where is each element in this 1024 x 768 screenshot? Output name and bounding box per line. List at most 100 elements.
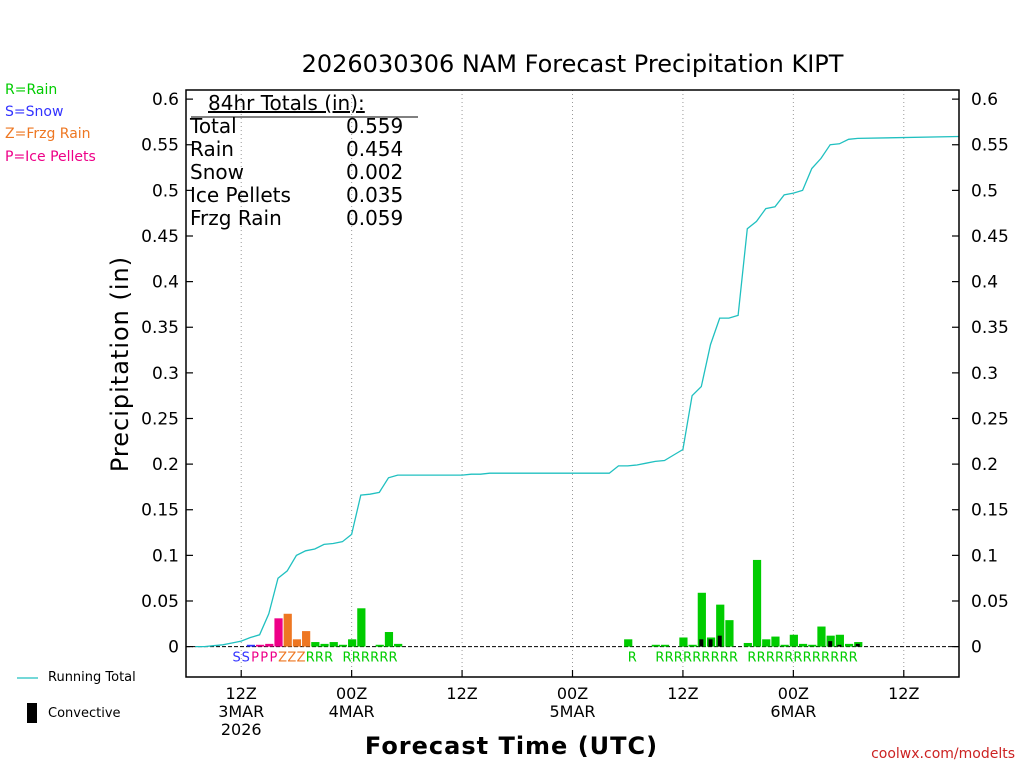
- ptype-letter: R: [821, 651, 830, 666]
- ptype-letter: S: [242, 651, 250, 666]
- x-tick-label: 00Z: [336, 684, 367, 703]
- ptype-letter: R: [352, 651, 361, 666]
- ptype-letter: R: [766, 651, 775, 666]
- precip-bar: [808, 644, 817, 647]
- y-tick-label-left: 0.05: [141, 592, 179, 612]
- totals-row-snow: Snow 0.002: [190, 161, 403, 184]
- y-tick-label-left: 0.3: [152, 364, 179, 384]
- y-axis-label: Precipitation (in): [106, 255, 134, 473]
- totals-header: 84hr Totals (in):: [208, 91, 365, 115]
- x-tick-label: 2026: [221, 720, 262, 739]
- y-tick-label-left: 0.55: [141, 136, 179, 156]
- ptype-letter: R: [379, 651, 388, 666]
- ptype-letter: R: [830, 651, 839, 666]
- ptype-letter: R: [389, 651, 398, 666]
- ptype-letter: P: [260, 651, 268, 666]
- y-tick-label-right: 0.55: [971, 136, 1009, 156]
- precip-bar: [375, 644, 384, 647]
- totals-value: 0.454: [346, 137, 404, 161]
- ptype-letter: R: [683, 651, 692, 666]
- y-tick-label-left: 0.35: [141, 318, 179, 338]
- precip-bar: [762, 639, 771, 647]
- y-tick-label-left: 0.5: [152, 181, 179, 201]
- ptype-letter: S: [232, 651, 240, 666]
- ptype-letter: R: [655, 651, 664, 666]
- convective-bar: [828, 641, 833, 647]
- totals-row-ice-pellets: Ice Pellets 0.035: [190, 184, 403, 207]
- precip-bar: [771, 636, 780, 647]
- ptype-letter: R: [839, 651, 848, 666]
- x-tick-label: 4MAR: [329, 702, 375, 721]
- y-tick-label-left: 0: [168, 638, 179, 658]
- ptype-letter: R: [711, 651, 720, 666]
- ptype-letter: R: [747, 651, 756, 666]
- y-tick-label-right: 0.25: [971, 409, 1009, 429]
- ptype-letter: R: [720, 651, 729, 666]
- precip-bar: [679, 637, 688, 647]
- totals-row-total: Total 0.559: [190, 115, 403, 138]
- precip-bar: [624, 639, 633, 647]
- totals-row-rain: Rain 0.454: [190, 138, 403, 161]
- y-tick-label-right: 0.35: [971, 318, 1009, 338]
- legend-frzg-rain: Z=Frzg Rain: [5, 126, 91, 142]
- y-tick-label-left: 0.1: [152, 546, 179, 566]
- running-total-line: [195, 135, 960, 648]
- precip-bar: [311, 642, 320, 647]
- y-tick-label-right: 0.45: [971, 227, 1009, 247]
- y-tick-label-right: 0.2: [971, 455, 998, 475]
- precip-bar: [357, 608, 366, 647]
- totals-value: 0.559: [346, 114, 404, 138]
- y-tick-label-left: 0.2: [152, 455, 179, 475]
- x-tick-label: 12Z: [888, 684, 919, 703]
- ptype-letter: P: [251, 651, 259, 666]
- precip-bar: [274, 618, 283, 647]
- x-tick-label: 12Z: [667, 684, 698, 703]
- totals-value: 0.035: [346, 183, 404, 207]
- precip-bar: [338, 644, 348, 647]
- x-tick-label: 3MAR: [218, 702, 264, 721]
- precip-bar: [743, 642, 752, 647]
- ptype-letter: R: [324, 651, 333, 666]
- x-tick-label: 5MAR: [549, 702, 595, 721]
- ptype-letter: R: [692, 651, 701, 666]
- precip-bar: [780, 644, 789, 647]
- ptype-letter: R: [784, 651, 793, 666]
- precip-bar: [348, 639, 357, 647]
- ptype-letter: R: [343, 651, 352, 666]
- precip-bar: [725, 620, 734, 647]
- totals-label: Total: [190, 114, 237, 138]
- legend-convective-label: Convective: [48, 706, 121, 721]
- precip-bar: [789, 634, 798, 647]
- precip-bar: [283, 613, 292, 647]
- precip-bar: [835, 634, 844, 647]
- y-tick-label-left: 0.25: [141, 409, 179, 429]
- ptype-letter: Z: [278, 651, 287, 666]
- ptype-letter: R: [775, 651, 784, 666]
- totals-value: 0.059: [346, 206, 404, 230]
- precip-bar: [320, 643, 329, 647]
- convective-bar: [717, 635, 722, 647]
- precip-bar: [256, 644, 265, 647]
- totals-row-frzg-rain: Frzg Rain 0.059: [190, 207, 403, 230]
- ptype-letter: R: [793, 651, 802, 666]
- convective-bar: [708, 639, 713, 647]
- totals-label: Snow: [190, 160, 244, 184]
- convective-bar: [855, 643, 860, 647]
- y-tick-label-left: 0.15: [141, 501, 179, 521]
- x-axis-label: Forecast Time (UTC): [364, 732, 659, 760]
- y-tick-label-right: 0.1: [971, 546, 998, 566]
- y-tick-label-right: 0.3: [971, 364, 998, 384]
- legend-running-total-label: Running Total: [48, 670, 136, 685]
- y-tick-label-left: 0.45: [141, 227, 179, 247]
- precip-bar: [660, 644, 670, 647]
- x-tick-label: 00Z: [778, 684, 809, 703]
- ptype-letter: R: [803, 651, 812, 666]
- ptype-letter: P: [270, 651, 278, 666]
- totals-box: 84hr Totals (in): Total 0.559 Rain 0.454 S…: [190, 92, 403, 230]
- precip-bar: [697, 592, 706, 647]
- precip-bar: [265, 643, 274, 647]
- legend-convective-swatch: [27, 703, 37, 723]
- credit-link[interactable]: coolwx.com/modelts: [871, 746, 1015, 762]
- convective-bar: [699, 639, 704, 647]
